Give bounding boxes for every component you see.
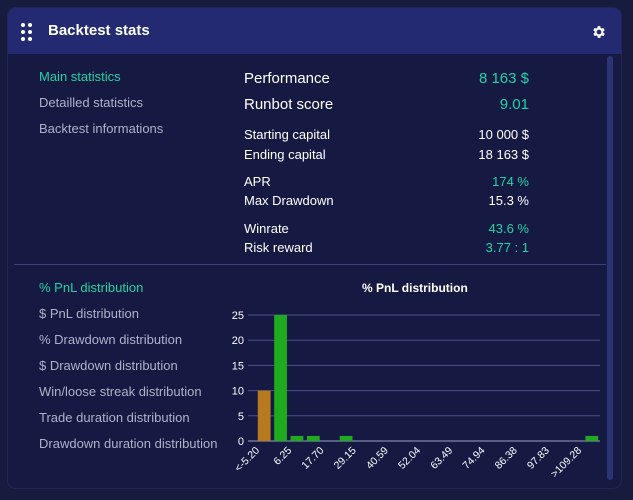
apr-value: 174 % bbox=[492, 174, 529, 189]
starting-capital-label: Starting capital bbox=[244, 127, 330, 142]
section-divider bbox=[14, 264, 606, 265]
sidebar-item-backtest-informations[interactable]: Backtest informations bbox=[39, 121, 164, 136]
max-drawdown-label: Max Drawdown bbox=[244, 193, 334, 208]
sidebar-item-main-statistics[interactable]: Main statistics bbox=[39, 69, 121, 84]
x-tick-label: 86.38 bbox=[493, 445, 520, 472]
histogram-bar bbox=[274, 315, 287, 441]
starting-capital-value: 10 000 $ bbox=[478, 127, 529, 142]
panel-title: Backtest stats bbox=[48, 22, 150, 39]
sidebar-item-streak-distribution[interactable]: Win/loose streak distribution bbox=[39, 384, 202, 399]
x-tick-label: <-5.20 bbox=[232, 445, 262, 475]
performance-label: Performance bbox=[244, 70, 330, 87]
histogram-bar bbox=[257, 390, 271, 441]
sidebar-item-trade-duration-distribution[interactable]: Trade duration distribution bbox=[39, 410, 190, 425]
winrate-value: 43.6 % bbox=[488, 221, 529, 236]
y-tick-label: 5 bbox=[238, 411, 244, 423]
apr-label: APR bbox=[244, 174, 271, 189]
sidebar-item-usd-pnl-distribution[interactable]: $ PnL distribution bbox=[39, 306, 139, 321]
sidebar-item-pct-drawdown-distribution[interactable]: % Drawdown distribution bbox=[39, 332, 183, 347]
y-tick-label: 15 bbox=[232, 360, 244, 372]
sidebar-item-usd-drawdown-distribution[interactable]: $ Drawdown distribution bbox=[39, 358, 178, 373]
ending-capital-label: Ending capital bbox=[244, 147, 326, 162]
sidebar-item-pct-pnl-distribution[interactable]: % PnL distribution bbox=[39, 280, 144, 295]
x-tick-label: 6.25 bbox=[271, 445, 294, 468]
risk-reward-label: Risk reward bbox=[244, 240, 313, 255]
sidebar-item-drawdown-duration-distribution[interactable]: Drawdown duration distribution bbox=[39, 436, 218, 451]
x-tick-label: >109.28 bbox=[549, 445, 585, 481]
runbot-score-value: 9.01 bbox=[499, 96, 529, 113]
winrate-label: Winrate bbox=[244, 221, 289, 236]
sidebar-item-detailled-statistics[interactable]: Detailled statistics bbox=[39, 95, 144, 110]
ending-capital-value: 18 163 $ bbox=[478, 147, 529, 162]
histogram-bar bbox=[290, 435, 304, 441]
x-tick-label: 74.94 bbox=[460, 445, 487, 472]
histogram-bar bbox=[339, 435, 353, 441]
x-tick-label: 17.70 bbox=[299, 445, 326, 472]
settings-gear-icon[interactable] bbox=[591, 24, 607, 40]
x-tick-label: 63.49 bbox=[428, 445, 455, 472]
y-tick-label: 25 bbox=[232, 310, 244, 322]
drag-handle-icon[interactable] bbox=[21, 23, 33, 41]
x-tick-label: 29.15 bbox=[332, 445, 359, 472]
x-tick-label: 40.59 bbox=[364, 445, 391, 472]
backtest-stats-panel: Backtest stats Main statistics Detailled… bbox=[8, 8, 621, 488]
y-tick-label: 20 bbox=[232, 335, 244, 347]
y-tick-label: 0 bbox=[238, 436, 244, 448]
risk-reward-value: 3.77 : 1 bbox=[485, 240, 529, 255]
x-tick-label: 97.83 bbox=[525, 445, 552, 472]
scrollbar[interactable] bbox=[607, 56, 613, 480]
runbot-score-label: Runbot score bbox=[244, 96, 334, 113]
performance-value: 8 163 $ bbox=[478, 70, 529, 87]
x-tick-label: 52.04 bbox=[396, 445, 423, 472]
chart-title: % PnL distribution bbox=[362, 281, 468, 295]
pnl-distribution-chart: 0 5 10 15 20 25 <-5.20 6.25 17.70 29.15 40.59 52.04… bbox=[232, 310, 600, 481]
panel-header: Backtest stats bbox=[8, 8, 621, 54]
histogram-bar bbox=[306, 435, 320, 441]
max-drawdown-value: 15.3 % bbox=[488, 193, 529, 208]
y-tick-label: 10 bbox=[232, 386, 244, 398]
histogram-bar bbox=[585, 435, 599, 441]
